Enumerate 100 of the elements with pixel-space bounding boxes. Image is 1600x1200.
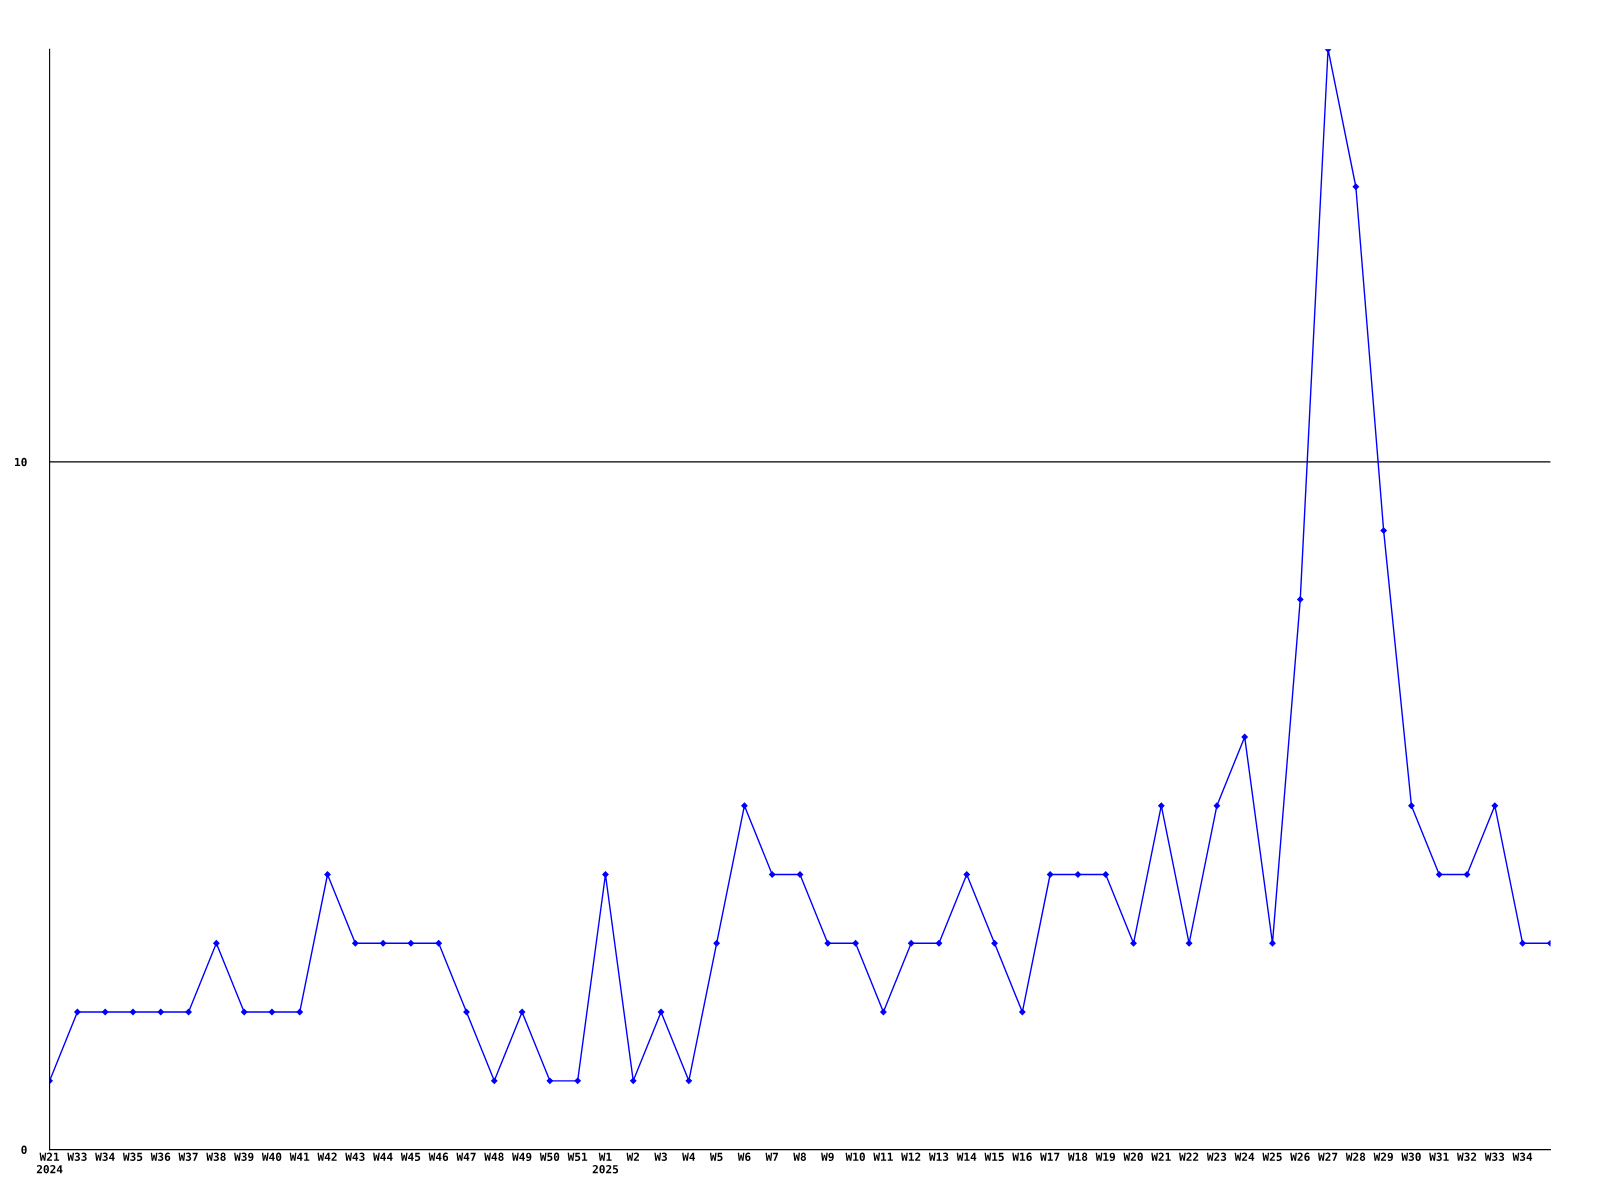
- x-tick-label: W50: [539, 1152, 560, 1161]
- x-tick-label: W3: [654, 1152, 668, 1161]
- point: [852, 940, 859, 947]
- x-tick-label: W36: [150, 1152, 171, 1161]
- point: [657, 1008, 665, 1016]
- point: [880, 1008, 887, 1016]
- x-tick-label: W17: [1040, 1152, 1060, 1161]
- x-tick-label: W48: [484, 1152, 504, 1161]
- x-tick-label: W27: [1318, 1152, 1338, 1161]
- y-tick-label: 0: [21, 1145, 27, 1154]
- point: [1352, 183, 1360, 190]
- x-tick-label: W10: [845, 1152, 865, 1161]
- point: [1046, 871, 1054, 878]
- x-tick-label: W8: [793, 1152, 806, 1161]
- x-tick-label: W1 2025: [592, 1152, 619, 1174]
- point: [574, 1077, 581, 1084]
- x-tick-label: W31: [1429, 1152, 1449, 1161]
- x-tick-label: W14: [956, 1152, 977, 1161]
- point: [518, 1008, 526, 1016]
- x-tick-label: W21 2024: [36, 1152, 63, 1174]
- point: [685, 1077, 692, 1084]
- point: [546, 1077, 554, 1084]
- point: [213, 940, 220, 947]
- x-tick-label: W37: [178, 1152, 198, 1161]
- point: [74, 1008, 81, 1016]
- x-tick-label: W43: [345, 1152, 365, 1161]
- x-tick-label: W41: [289, 1152, 310, 1161]
- point: [1074, 871, 1082, 878]
- point: [935, 940, 943, 947]
- x-tick-label: W35: [122, 1152, 143, 1161]
- point: [1213, 802, 1221, 809]
- x-tick-label: W13: [928, 1152, 949, 1161]
- point: [1019, 1008, 1026, 1016]
- x-tick-label: W11: [873, 1152, 893, 1161]
- x-tick-label: W39: [234, 1152, 254, 1162]
- x-tick-label: W42: [317, 1152, 337, 1161]
- point: [713, 940, 720, 947]
- point: [963, 871, 970, 878]
- x-tick-label: W49: [512, 1152, 532, 1162]
- point: [157, 1008, 164, 1016]
- point: [602, 871, 609, 878]
- point: [908, 940, 915, 947]
- x-tick-label: W4: [682, 1152, 696, 1161]
- x-tick-label: W25: [1262, 1152, 1282, 1161]
- point: [268, 1008, 276, 1016]
- point: [1436, 871, 1443, 878]
- point: [240, 1008, 248, 1016]
- x-tick-label: W16: [1012, 1152, 1032, 1161]
- point: [379, 940, 387, 947]
- x-tick-label: W30: [1401, 1152, 1421, 1161]
- x-tick-label: W34: [1512, 1152, 1533, 1161]
- x-tick-label: W22: [1179, 1152, 1199, 1161]
- x-tick-label: W2: [626, 1152, 640, 1161]
- x-tick-label: W32: [1456, 1152, 1477, 1161]
- x-tick-label: W23: [1206, 1152, 1227, 1161]
- point: [435, 940, 442, 947]
- x-tick-label: W51: [567, 1152, 588, 1161]
- point: [1519, 940, 1526, 947]
- point: [1491, 802, 1498, 809]
- x-tick-label: W44: [373, 1152, 393, 1161]
- x-tick-label: W40: [261, 1152, 282, 1161]
- point: [1102, 871, 1109, 878]
- x-tick-label: W26: [1290, 1152, 1310, 1161]
- x-tick-label: W33: [1484, 1152, 1505, 1161]
- x-tick-label: W34: [95, 1152, 115, 1161]
- y-tick-label: 10: [15, 457, 27, 467]
- x-tick-label: W28: [1345, 1152, 1366, 1161]
- point: [630, 1077, 637, 1084]
- point: [1185, 940, 1193, 947]
- point: [1380, 527, 1387, 534]
- point: [491, 1077, 498, 1084]
- x-tick-label: W6: [737, 1152, 751, 1161]
- point: [824, 940, 831, 947]
- point: [407, 940, 415, 947]
- x-tick-label: W21: [1151, 1152, 1171, 1161]
- point: [352, 940, 359, 947]
- x-tick-label: W45: [400, 1152, 421, 1161]
- x-tick-label: W5: [709, 1152, 723, 1161]
- point: [102, 1008, 109, 1016]
- x-tick-label: W9: [821, 1152, 834, 1162]
- point: [1130, 940, 1137, 947]
- x-tick-label: W20: [1123, 1152, 1143, 1161]
- x-tick-label: W24: [1234, 1152, 1255, 1161]
- x-tick-label: W38: [206, 1152, 226, 1161]
- x-tick-label: W19: [1095, 1152, 1116, 1162]
- point: [324, 871, 331, 878]
- point: [1241, 733, 1248, 741]
- point: [741, 802, 748, 809]
- x-tick-label: W33: [67, 1152, 87, 1161]
- x-tick-label: W46: [428, 1152, 449, 1161]
- x-tick-label: W18: [1067, 1152, 1088, 1161]
- point: [1158, 802, 1165, 809]
- point: [1269, 940, 1276, 947]
- point: [185, 1008, 192, 1016]
- point: [1408, 802, 1415, 809]
- point: [129, 1008, 137, 1016]
- point: [991, 940, 998, 947]
- x-tick-label: W47: [456, 1152, 476, 1161]
- x-tick-label: W15: [984, 1152, 1004, 1161]
- x-tick-label: W29: [1373, 1152, 1393, 1162]
